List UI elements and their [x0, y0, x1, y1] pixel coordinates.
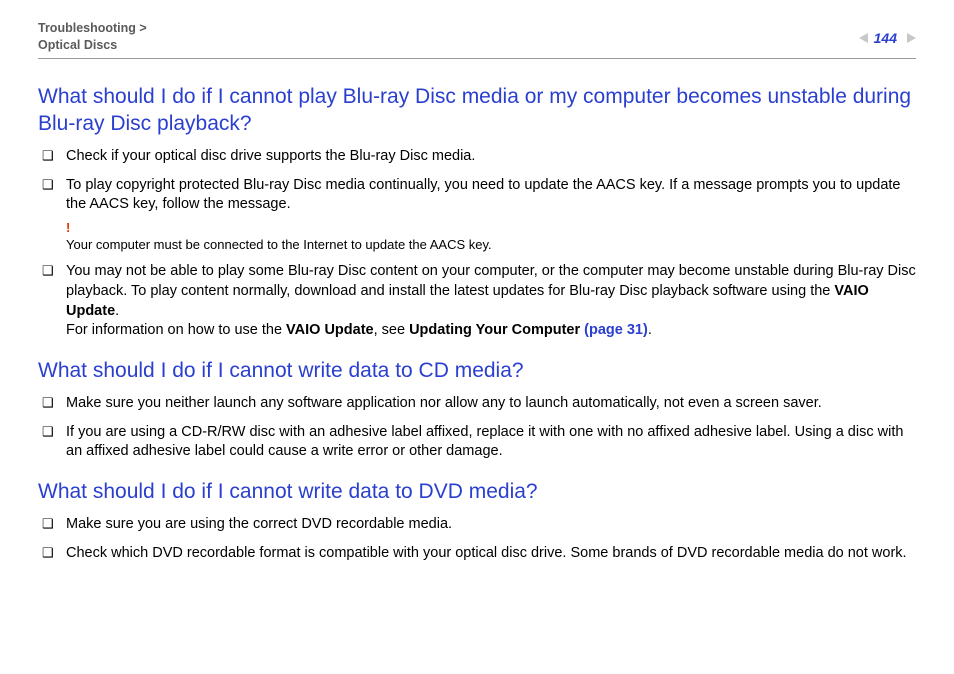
list-text: Check if your optical disc drive support… — [66, 148, 475, 164]
list-text: Make sure you neither launch any softwar… — [66, 395, 822, 411]
list-text: Make sure you are using the correct DVD … — [66, 516, 452, 532]
prev-page-arrow-icon[interactable] — [859, 33, 868, 43]
header-rule — [38, 58, 916, 59]
list-item: Make sure you neither launch any softwar… — [38, 394, 916, 414]
list-text-part: For information on how to use the — [66, 322, 286, 338]
page-header: Troubleshooting > Optical Discs 144 — [38, 20, 916, 54]
list-item: Make sure you are using the correct DVD … — [38, 515, 916, 535]
list-text: Check which DVD recordable format is com… — [66, 545, 907, 561]
section1-list: Check if your optical disc drive support… — [38, 147, 916, 340]
page-31-link[interactable]: (page 31) — [584, 322, 648, 338]
page-number-nav: 144 — [859, 20, 916, 46]
section3-list: Make sure you are using the correct DVD … — [38, 515, 916, 563]
list-text-part: . — [648, 322, 652, 338]
breadcrumb[interactable]: Troubleshooting > Optical Discs — [38, 20, 147, 54]
breadcrumb-line2: Optical Discs — [38, 38, 117, 52]
list-item: If you are using a CD-R/RW disc with an … — [38, 423, 916, 462]
list-item: You may not be able to play some Blu-ray… — [38, 262, 916, 340]
next-page-arrow-icon[interactable] — [907, 33, 916, 43]
section3-heading: What should I do if I cannot write data … — [38, 478, 916, 505]
list-item: Check if your optical disc drive support… — [38, 147, 916, 167]
breadcrumb-line1: Troubleshooting > — [38, 21, 147, 35]
section2-heading: What should I do if I cannot write data … — [38, 357, 916, 384]
caution-icon: ! — [66, 219, 916, 237]
section1-heading: What should I do if I cannot play Blu-ra… — [38, 83, 916, 138]
list-item: Check which DVD recordable format is com… — [38, 544, 916, 564]
list-text-part: You may not be able to play some Blu-ray… — [66, 263, 916, 299]
vaio-update-bold: VAIO Update — [286, 322, 374, 338]
caution-text: Your computer must be connected to the I… — [66, 237, 916, 254]
list-text-part: , see — [374, 322, 409, 338]
list-text: If you are using a CD-R/RW disc with an … — [66, 424, 903, 460]
page-number: 144 — [874, 30, 897, 46]
list-item: To play copyright protected Blu-ray Disc… — [38, 176, 916, 254]
list-text-part: . — [115, 303, 119, 319]
list-text: To play copyright protected Blu-ray Disc… — [66, 177, 900, 213]
updating-computer-bold: Updating Your Computer — [409, 322, 584, 338]
section2-list: Make sure you neither launch any softwar… — [38, 394, 916, 462]
